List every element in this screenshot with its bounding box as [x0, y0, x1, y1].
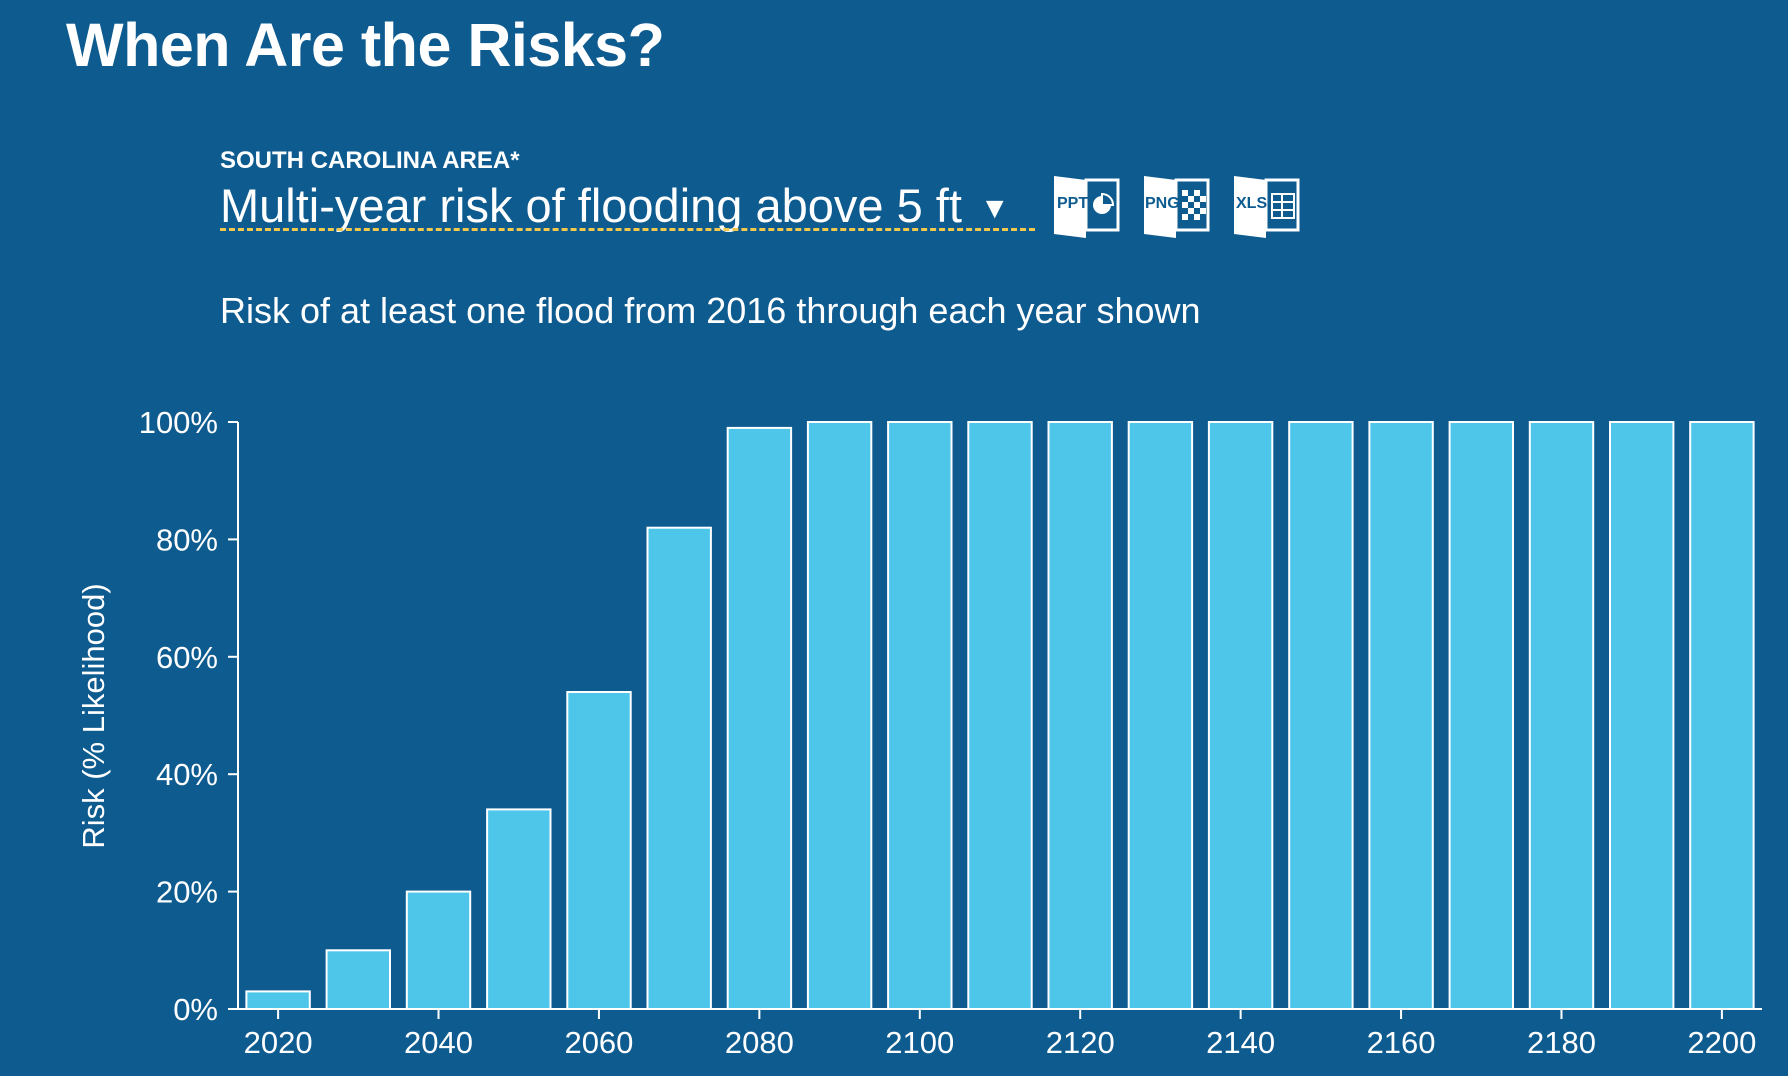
selector-label: Multi-year risk of flooding above 5 ft: [220, 179, 962, 232]
risk-type-selector[interactable]: Multi-year risk of flooding above 5 ft ▼: [220, 174, 1010, 238]
bar-2040: [405, 890, 472, 1010]
chart-subtitle: Risk of at least one flood from 2016 thr…: [220, 290, 1201, 331]
export-xls-button[interactable]: XLS: [1232, 172, 1302, 238]
page-title: When Are the Risks?: [66, 11, 665, 79]
bar-2180: [1528, 421, 1595, 1010]
bar-2170: [1448, 421, 1514, 1010]
bar-2080: [726, 426, 793, 1010]
y-tick-label: 20%: [156, 875, 218, 910]
bar-2100: [887, 421, 953, 1010]
y-tick-label: 40%: [156, 757, 218, 792]
bar-2060: [566, 691, 632, 1010]
bar-2160: [1368, 421, 1434, 1010]
bar-2190: [1609, 421, 1675, 1010]
export-png-button[interactable]: PNG: [1142, 172, 1212, 238]
x-tick-label: 2160: [1367, 1025, 1436, 1060]
ppt-label: PPT: [1057, 195, 1088, 212]
xls-label: XLS: [1236, 195, 1267, 212]
png-label: PNG: [1145, 195, 1180, 212]
x-tick-label: 2020: [244, 1025, 313, 1060]
y-tick-label: 80%: [156, 522, 218, 557]
x-tick-label: 2200: [1687, 1025, 1756, 1060]
bar-2130: [1127, 421, 1194, 1010]
bar-2020: [245, 990, 311, 1011]
x-tick-label: 2040: [404, 1025, 473, 1060]
y-tick-label: 0%: [173, 992, 218, 1027]
y-tick-label: 60%: [156, 640, 218, 675]
bar-2110: [967, 421, 1033, 1010]
x-tick-label: 2080: [725, 1025, 794, 1060]
area-label: SOUTH CAROLINA AREA*: [220, 147, 520, 174]
x-tick-label: 2100: [885, 1025, 954, 1060]
png-icon: PNG: [1144, 176, 1210, 238]
bar-2150: [1288, 421, 1354, 1010]
selector-underline: [220, 228, 1035, 231]
export-buttons: PPT PNG XLS: [1052, 172, 1302, 238]
xls-icon: XLS: [1234, 176, 1300, 238]
y-tick-label: 100%: [139, 405, 218, 440]
bar-2050: [486, 808, 552, 1011]
x-tick-label: 2140: [1206, 1025, 1275, 1060]
bar-2090: [806, 421, 873, 1010]
export-ppt-button[interactable]: PPT: [1052, 172, 1122, 238]
bar-2200: [1689, 421, 1755, 1010]
ppt-icon: PPT: [1054, 176, 1120, 238]
x-tick-label: 2180: [1527, 1025, 1596, 1060]
bar-2120: [1047, 421, 1113, 1010]
bar-2030: [325, 949, 392, 1010]
x-tick-label: 2060: [564, 1025, 633, 1060]
bar-2140: [1207, 421, 1274, 1010]
bar-2070: [646, 526, 712, 1010]
caret-down-icon: ▼: [979, 192, 1010, 225]
x-tick-label: 2120: [1046, 1025, 1115, 1060]
